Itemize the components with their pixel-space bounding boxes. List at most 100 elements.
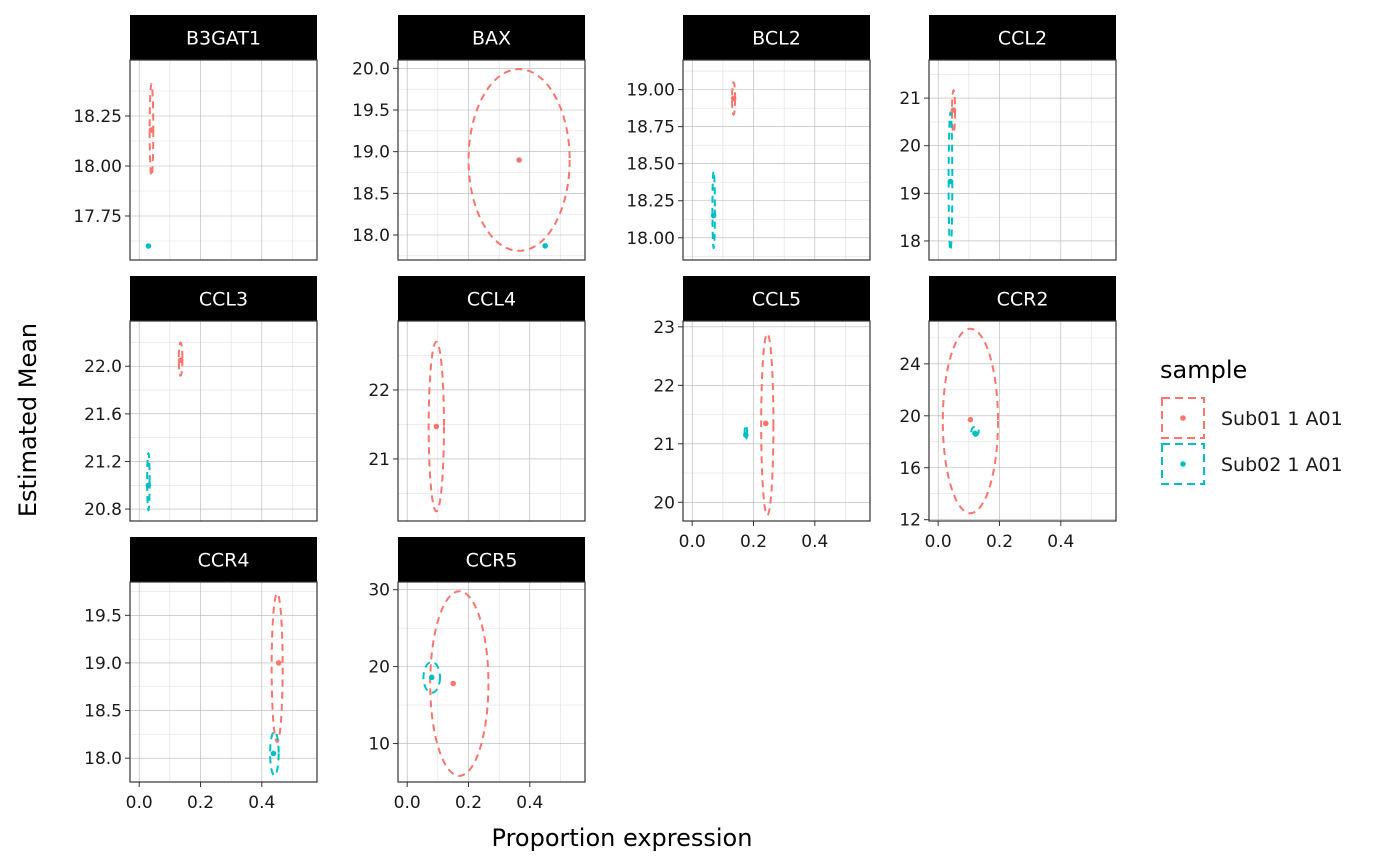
panel-border [397, 59, 586, 261]
x-tick-label: 0.2 [455, 793, 482, 813]
facet-strip-label: CCL2 [998, 28, 1047, 50]
data-point [145, 482, 152, 489]
panel-background [130, 582, 317, 782]
y-tick-label: 18.25 [73, 107, 122, 127]
facet-panel-bax: BAX 18.0 18.5 19.0 19.5 20.0 [352, 15, 586, 261]
data-point [710, 212, 717, 219]
facet-panel-b3gat1: B3GAT1 17.75 18.00 18.25 [73, 15, 318, 261]
facet-strip [929, 15, 1116, 60]
panel-background [130, 321, 317, 521]
panel-background [398, 60, 585, 260]
data-point [177, 357, 184, 364]
y-tick-label: 20 [899, 137, 921, 157]
y-tick-label: 18.75 [626, 118, 675, 138]
facet-strip [130, 537, 317, 582]
facet-strip [683, 276, 870, 321]
facet-strip [130, 276, 317, 321]
legend-key-point [1180, 415, 1186, 421]
data-point [967, 416, 974, 423]
x-tick-label: 0.0 [679, 532, 706, 552]
facet-panel-ccl4: CCL4 21 22 [368, 276, 586, 522]
confidence-ellipse [743, 424, 749, 441]
panel-border [129, 320, 318, 522]
data-point [428, 674, 435, 681]
y-tick-label: 19.5 [352, 101, 390, 121]
data-point [972, 430, 978, 437]
data-point [542, 243, 548, 249]
x-tick-label: 0.2 [187, 793, 214, 813]
panel-background [683, 60, 870, 260]
y-tick-label: 18.25 [626, 192, 675, 212]
y-tick-label: 18.0 [352, 226, 390, 246]
panel-border [129, 581, 318, 783]
facet-strip [929, 276, 1116, 321]
facet-panel-ccl3: CCL3 20.8 21.2 21.6 22.0 [84, 276, 318, 522]
panel-background [929, 60, 1116, 260]
facet-strip-label: B3GAT1 [186, 28, 261, 50]
facet-strip-label: CCR5 [466, 550, 518, 572]
y-tick-label: 23 [653, 318, 675, 338]
y-tick-label: 18 [899, 232, 921, 252]
y-tick-label: 22 [368, 381, 390, 401]
y-tick-label: 21.2 [84, 452, 122, 472]
y-tick-label: 19.5 [84, 606, 122, 626]
panel-border [682, 320, 871, 522]
panel-border [928, 59, 1117, 261]
facet-strip-label: BAX [472, 28, 511, 50]
y-tick-label: 18.00 [626, 229, 675, 249]
confidence-ellipse [422, 661, 441, 694]
confidence-ellipse [269, 730, 280, 777]
facet-strip-label: CCR4 [198, 550, 250, 572]
y-tick-label: 20.0 [352, 59, 390, 79]
data-point [433, 423, 440, 430]
x-tick-label: 0.4 [516, 793, 543, 813]
legend-label: Sub01 1 A01 [1221, 408, 1343, 430]
panel-border [397, 320, 586, 522]
data-point [730, 95, 737, 102]
confidence-ellipse [711, 170, 716, 250]
facet-panel-ccr5: CCR5 10 20 30 0.0 0.2 0.4 [368, 537, 586, 813]
panel-border [129, 59, 318, 261]
y-tick-label: 19.0 [84, 654, 122, 674]
data-point [947, 178, 954, 185]
data-point [270, 750, 277, 757]
y-tick-label: 18.5 [84, 702, 122, 722]
y-tick-label: 22.0 [84, 357, 122, 377]
panel-background [130, 60, 317, 260]
facet-strip-label: CCL4 [467, 289, 516, 311]
data-point [743, 432, 749, 438]
facet-strip-label: CCL3 [199, 289, 248, 311]
data-point [275, 660, 282, 666]
confidence-ellipse [941, 327, 999, 515]
panel-background [398, 582, 585, 782]
facet-strip-label: CCL5 [752, 289, 801, 311]
confidence-ellipse [760, 332, 775, 517]
x-tick-label: 0.0 [925, 532, 952, 552]
x-tick-label: 0.0 [126, 793, 153, 813]
y-tick-label: 21 [899, 89, 921, 109]
x-tick-label: 0.4 [1047, 532, 1074, 552]
x-tick-label: 0.0 [394, 793, 421, 813]
y-tick-label: 24 [899, 355, 921, 375]
x-axis-title: Proportion expression [492, 824, 753, 852]
panel-border [397, 581, 586, 783]
y-tick-label: 12 [899, 511, 921, 531]
facet-strip [683, 15, 870, 60]
confidence-ellipse [427, 340, 445, 513]
x-tick-label: 0.2 [986, 532, 1013, 552]
facet-panel-bcl2: BCL2 18.00 18.25 18.50 18.75 19.00 [626, 15, 871, 261]
y-tick-label: 18.00 [73, 157, 122, 177]
x-tick-label: 0.4 [801, 532, 828, 552]
confidence-ellipse [146, 452, 151, 512]
y-tick-label: 21 [368, 450, 390, 470]
y-tick-label: 22 [653, 376, 675, 396]
y-tick-label: 20 [368, 658, 390, 678]
legend-title: sample [1160, 356, 1247, 384]
facet-panel-ccl2: CCL2 18 19 20 21 [899, 15, 1117, 261]
confidence-ellipse [270, 592, 284, 744]
data-point [450, 680, 456, 687]
data-point [516, 157, 522, 163]
confidence-ellipse [467, 68, 571, 252]
facet-strip-label: CCR2 [997, 289, 1049, 311]
confidence-ellipse [429, 590, 490, 777]
